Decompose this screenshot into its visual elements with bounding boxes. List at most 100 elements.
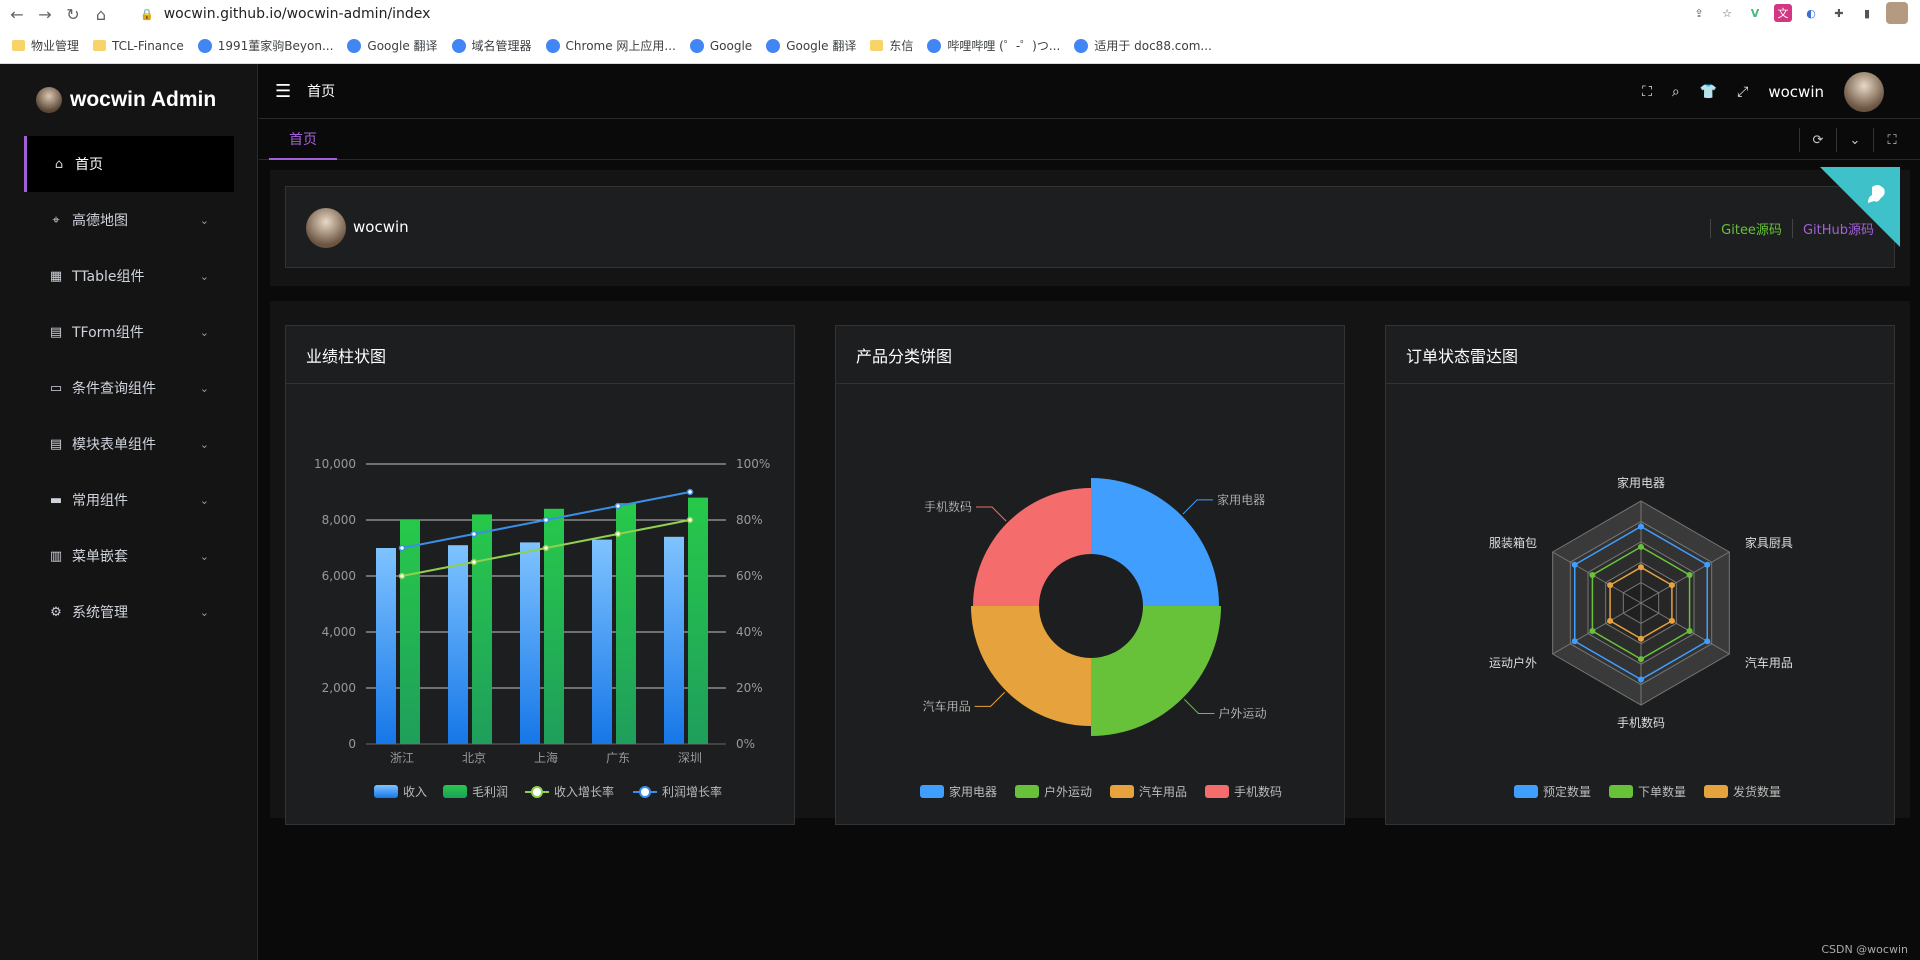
sidebar-item-1[interactable]: ⌖ 高德地图 ⌄	[0, 192, 257, 248]
fullscreen-icon[interactable]: ⤢	[1737, 83, 1749, 100]
legend-marker	[639, 786, 651, 798]
sidebar-item-label: TForm组件	[72, 325, 144, 341]
radar-indicator-label: 服装箱包	[1489, 535, 1537, 550]
welcome-name: wocwin	[353, 218, 409, 236]
breadcrumb[interactable]: 首页	[307, 84, 336, 100]
back-icon[interactable]: ←	[10, 4, 24, 24]
pie-label-line	[1183, 698, 1215, 714]
welcome-panel: wocwin Gitee源码 GitHub源码	[285, 167, 1900, 268]
tab-home[interactable]: 首页	[269, 120, 337, 160]
github-link[interactable]: GitHub源码	[1791, 219, 1874, 238]
sidebar-item-3[interactable]: ▤ TForm组件 ⌄	[0, 304, 257, 360]
radar-indicator-label: 运动户外	[1489, 655, 1537, 670]
bookmark-item[interactable]: 1991董家驹Beyon...	[197, 37, 333, 54]
radar-point	[1638, 676, 1644, 683]
sidebar-item-label: 首页	[75, 157, 103, 173]
sidebar-item-6[interactable]: ▬ 常用组件 ⌄	[0, 472, 257, 528]
form-icon: ▤	[49, 324, 63, 340]
chevron-down-icon[interactable]: ⌄	[199, 269, 209, 283]
chevron-down-icon[interactable]: ⌄	[199, 549, 209, 563]
forward-icon[interactable]: →	[38, 4, 52, 24]
line-point	[614, 530, 622, 538]
bar-profit	[544, 508, 564, 744]
sidepanel-icon[interactable]: ▮	[1863, 6, 1871, 20]
sidebar-item-label: 系统管理	[72, 605, 128, 621]
bookmark-item[interactable]: TCL-Finance	[93, 39, 184, 53]
bar-income	[664, 536, 684, 744]
legend-label: 预定数量	[1543, 784, 1591, 799]
extension-icon[interactable]: ◐	[1806, 6, 1816, 20]
chevron-down-icon[interactable]: ⌄	[199, 493, 209, 507]
sidebar-item-7[interactable]: ▥ 菜单嵌套 ⌄	[0, 528, 257, 584]
bookmarks-bar: 物业管理 TCL-Finance 1991董家驹Beyon... Google 翻译 域…	[0, 28, 1920, 64]
logo[interactable]: wocwin Admin	[0, 64, 257, 136]
address-bar[interactable]: 🔒 wocwin.github.io/wocwin-admin/index	[140, 3, 1640, 25]
chevron-down-icon[interactable]: ⌄	[199, 325, 209, 339]
sidebar-item-5[interactable]: ▤ 模块表单组件 ⌄	[0, 416, 257, 472]
legend-label: 毛利润	[472, 785, 508, 799]
reload-icon[interactable]: ↻	[66, 4, 80, 24]
line-point	[542, 516, 550, 524]
sidebar-menu: ⌂ 首页 ⌖ 高德地图 ⌄ ▦ TTable组件 ⌄ ▤ TForm组件 ⌄ ▭ 条件查询组件 ⌄ ▤ 模块表…	[0, 136, 257, 640]
chevron-down-icon[interactable]: ⌄	[199, 381, 209, 395]
line-point	[542, 544, 550, 552]
home-icon[interactable]: ⌂	[95, 4, 107, 24]
bookmark-item[interactable]: Google 翻译	[347, 37, 438, 54]
language-icon[interactable]: ⛶	[1642, 83, 1652, 100]
bookmark-item[interactable]: 物业管理	[12, 37, 79, 54]
sidebar-item-label: 常用组件	[72, 493, 128, 509]
bookmark-label: 哔哩哔哩 (゜-゜)つ...	[947, 39, 1061, 53]
profile-avatar[interactable]	[1886, 2, 1908, 24]
bookmark-item[interactable]: 适用于 doc88.com...	[1074, 37, 1212, 54]
sidebar-item-4[interactable]: ▭ 条件查询组件 ⌄	[0, 360, 257, 416]
theme-shirt-icon[interactable]: 👕	[1699, 83, 1718, 100]
chevron-down-icon[interactable]: ⌄	[199, 213, 209, 227]
bookmark-item[interactable]: Google	[689, 38, 752, 53]
site-icon	[197, 38, 212, 53]
radar-point	[1638, 543, 1644, 550]
radar-axis	[1640, 551, 1730, 604]
sidebar-item-8[interactable]: ⚙ 系统管理 ⌄	[0, 584, 257, 640]
y-tick-label: 10,000	[314, 457, 356, 471]
sidebar-item-2[interactable]: ▦ TTable组件 ⌄	[0, 248, 257, 304]
bookmark-item[interactable]: Chrome 网上应用...	[545, 37, 676, 54]
search-icon[interactable]: ⌕	[1671, 83, 1680, 100]
menu-toggle-icon[interactable]: ☰	[275, 80, 292, 102]
chevron-down-icon[interactable]: ⌄	[199, 605, 209, 619]
bookmark-item[interactable]: 哔哩哔哩 (゜-゜)つ...	[927, 37, 1060, 54]
bookmark-item[interactable]: Google 翻译	[766, 37, 856, 54]
footer-watermark: CSDN @wocwin	[1821, 943, 1908, 956]
star-icon[interactable]: ☆	[1722, 6, 1732, 20]
chevron-down-icon[interactable]: ⌄	[1836, 128, 1873, 152]
pie-slice-label: 家用电器	[1217, 492, 1265, 507]
y2-tick-label: 40%	[736, 625, 763, 639]
x-tick-label: 上海	[534, 750, 558, 765]
gitee-link[interactable]: Gitee源码	[1710, 219, 1782, 238]
sidebar-item-0[interactable]: ⌂ 首页	[24, 136, 234, 192]
lock-icon: 🔒	[140, 7, 154, 21]
pie-slice	[973, 488, 1091, 606]
bookmark-item[interactable]: 域名管理器	[451, 37, 532, 54]
translate-extension-icon[interactable]: 文	[1774, 4, 1792, 22]
refresh-icon[interactable]: ⟳	[1799, 128, 1836, 152]
maximize-icon[interactable]: ⛶	[1873, 128, 1910, 152]
github-corner-icon[interactable]	[1820, 167, 1900, 247]
sidebar-item-label: 条件查询组件	[72, 381, 156, 397]
bookmark-item[interactable]: 东信	[870, 37, 913, 54]
line-point	[686, 488, 694, 496]
admin-app: wocwin Admin ⌂ 首页 ⌖ 高德地图 ⌄ ▦ TTable组件 ⌄ ▤ TForm组件…	[0, 64, 1920, 960]
share-icon[interactable]: ⇪	[1694, 6, 1704, 20]
vue-extension-icon[interactable]: V	[1750, 6, 1760, 20]
chevron-down-icon[interactable]: ⌄	[199, 437, 209, 451]
puzzle-icon[interactable]: ✚	[1834, 6, 1844, 20]
bar-income	[376, 548, 396, 744]
y2-tick-label: 60%	[736, 569, 763, 583]
folder-icon	[12, 40, 25, 51]
legend-swatch	[374, 785, 398, 798]
inbox-icon: ▭	[49, 380, 63, 396]
radar-indicator-label: 手机数码	[1617, 715, 1665, 730]
folder-icon	[93, 40, 107, 51]
user-avatar[interactable]	[1844, 71, 1884, 112]
user-name[interactable]: wocwin	[1768, 82, 1824, 101]
